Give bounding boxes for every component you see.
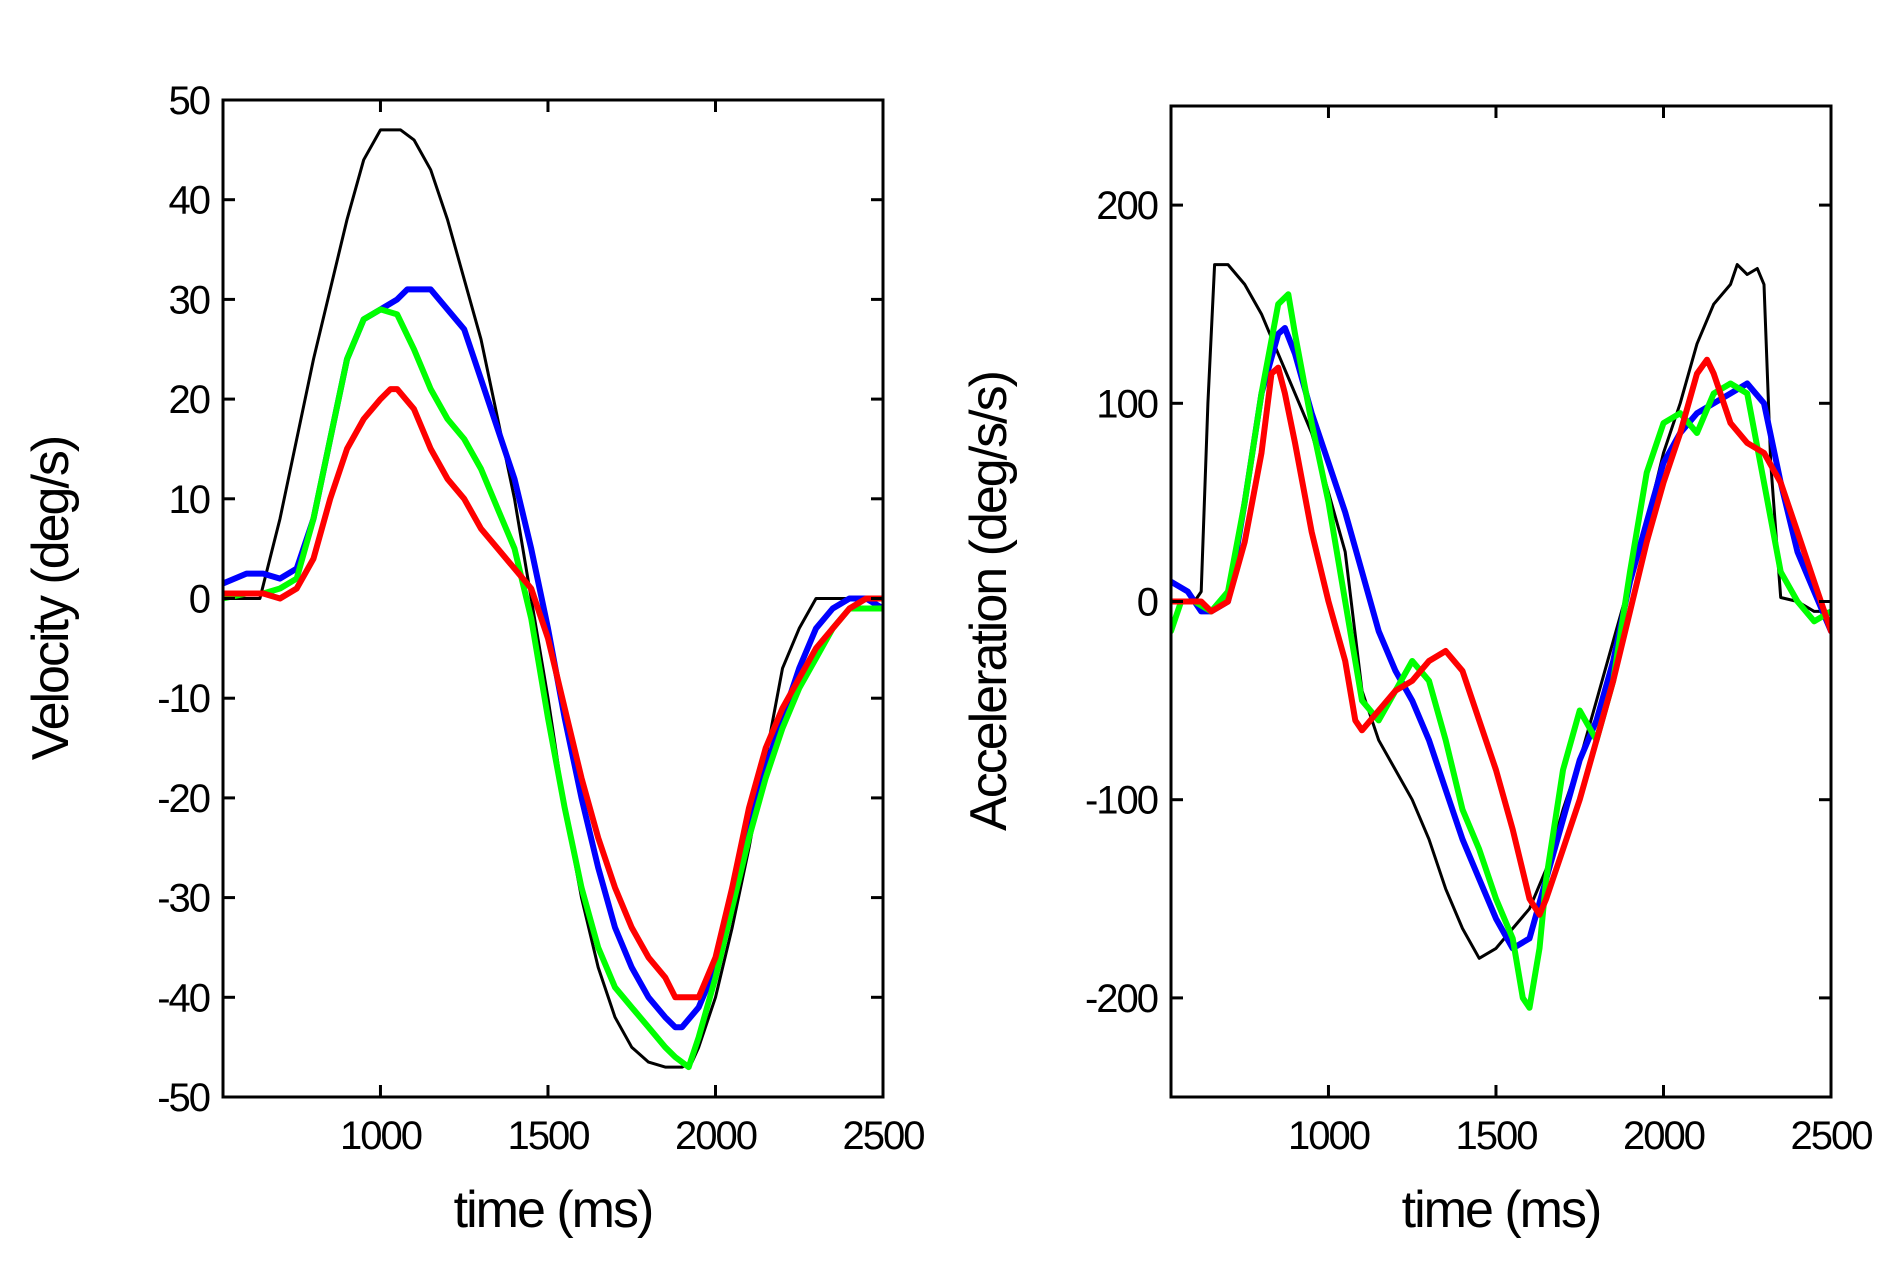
acceleration-ytick-label: -200 <box>1085 977 1158 1021</box>
velocity-ytick-label: -40 <box>157 976 210 1020</box>
velocity-series-red <box>223 386 883 1001</box>
velocity-ytick-label: -20 <box>157 777 210 821</box>
acceleration-series-green <box>1171 291 1831 1011</box>
acceleration-xtick-label: 2500 <box>1791 1114 1873 1158</box>
velocity-xtick-label: 1500 <box>507 1114 589 1158</box>
acceleration-xtick-label: 1500 <box>1455 1114 1537 1158</box>
velocity-panel: 1000 1500 2000 2500 50 40 30 20 10 0 -10 -20 -30 -40 -… <box>22 79 926 1239</box>
velocity-ytick-label: 20 <box>169 378 210 422</box>
velocity-ytick-label: -50 <box>157 1076 210 1120</box>
acceleration-series-red <box>1171 356 1831 918</box>
velocity-x-axis-title: time (ms) <box>454 1181 653 1239</box>
velocity-ytick-label: 40 <box>169 179 210 223</box>
acceleration-series-black <box>1171 263 1831 960</box>
acceleration-ytick-label: 0 <box>1137 581 1158 625</box>
velocity-ytick-label: -30 <box>157 877 210 921</box>
velocity-ytick-label: -10 <box>157 677 210 721</box>
velocity-ytick-label: 50 <box>169 79 210 123</box>
velocity-xtick-label: 1000 <box>340 1114 422 1158</box>
acceleration-xtick-label: 1000 <box>1288 1114 1370 1158</box>
velocity-ytick-label: 10 <box>169 478 210 522</box>
acceleration-ytick-label: 100 <box>1096 382 1157 426</box>
acceleration-series-group <box>1171 263 1831 1011</box>
velocity-series-green <box>223 306 883 1071</box>
velocity-y-axis-title: Velocity (deg/s) <box>22 437 80 761</box>
acceleration-series-blue <box>1171 325 1831 952</box>
acceleration-xtick-label: 2000 <box>1623 1114 1705 1158</box>
acceleration-ytick-label: -100 <box>1085 779 1158 823</box>
velocity-xtick-label: 2000 <box>675 1114 757 1158</box>
acceleration-ytick-label: 200 <box>1096 184 1157 228</box>
velocity-xtick-label: 2500 <box>843 1114 925 1158</box>
velocity-ytick-label: 0 <box>189 578 210 622</box>
acceleration-y-axis-title: Acceleration (deg/s/s) <box>960 372 1018 831</box>
velocity-ytick-label: 30 <box>169 278 210 322</box>
acceleration-x-axis-title: time (ms) <box>1402 1181 1601 1239</box>
velocity-series-group <box>223 128 883 1071</box>
